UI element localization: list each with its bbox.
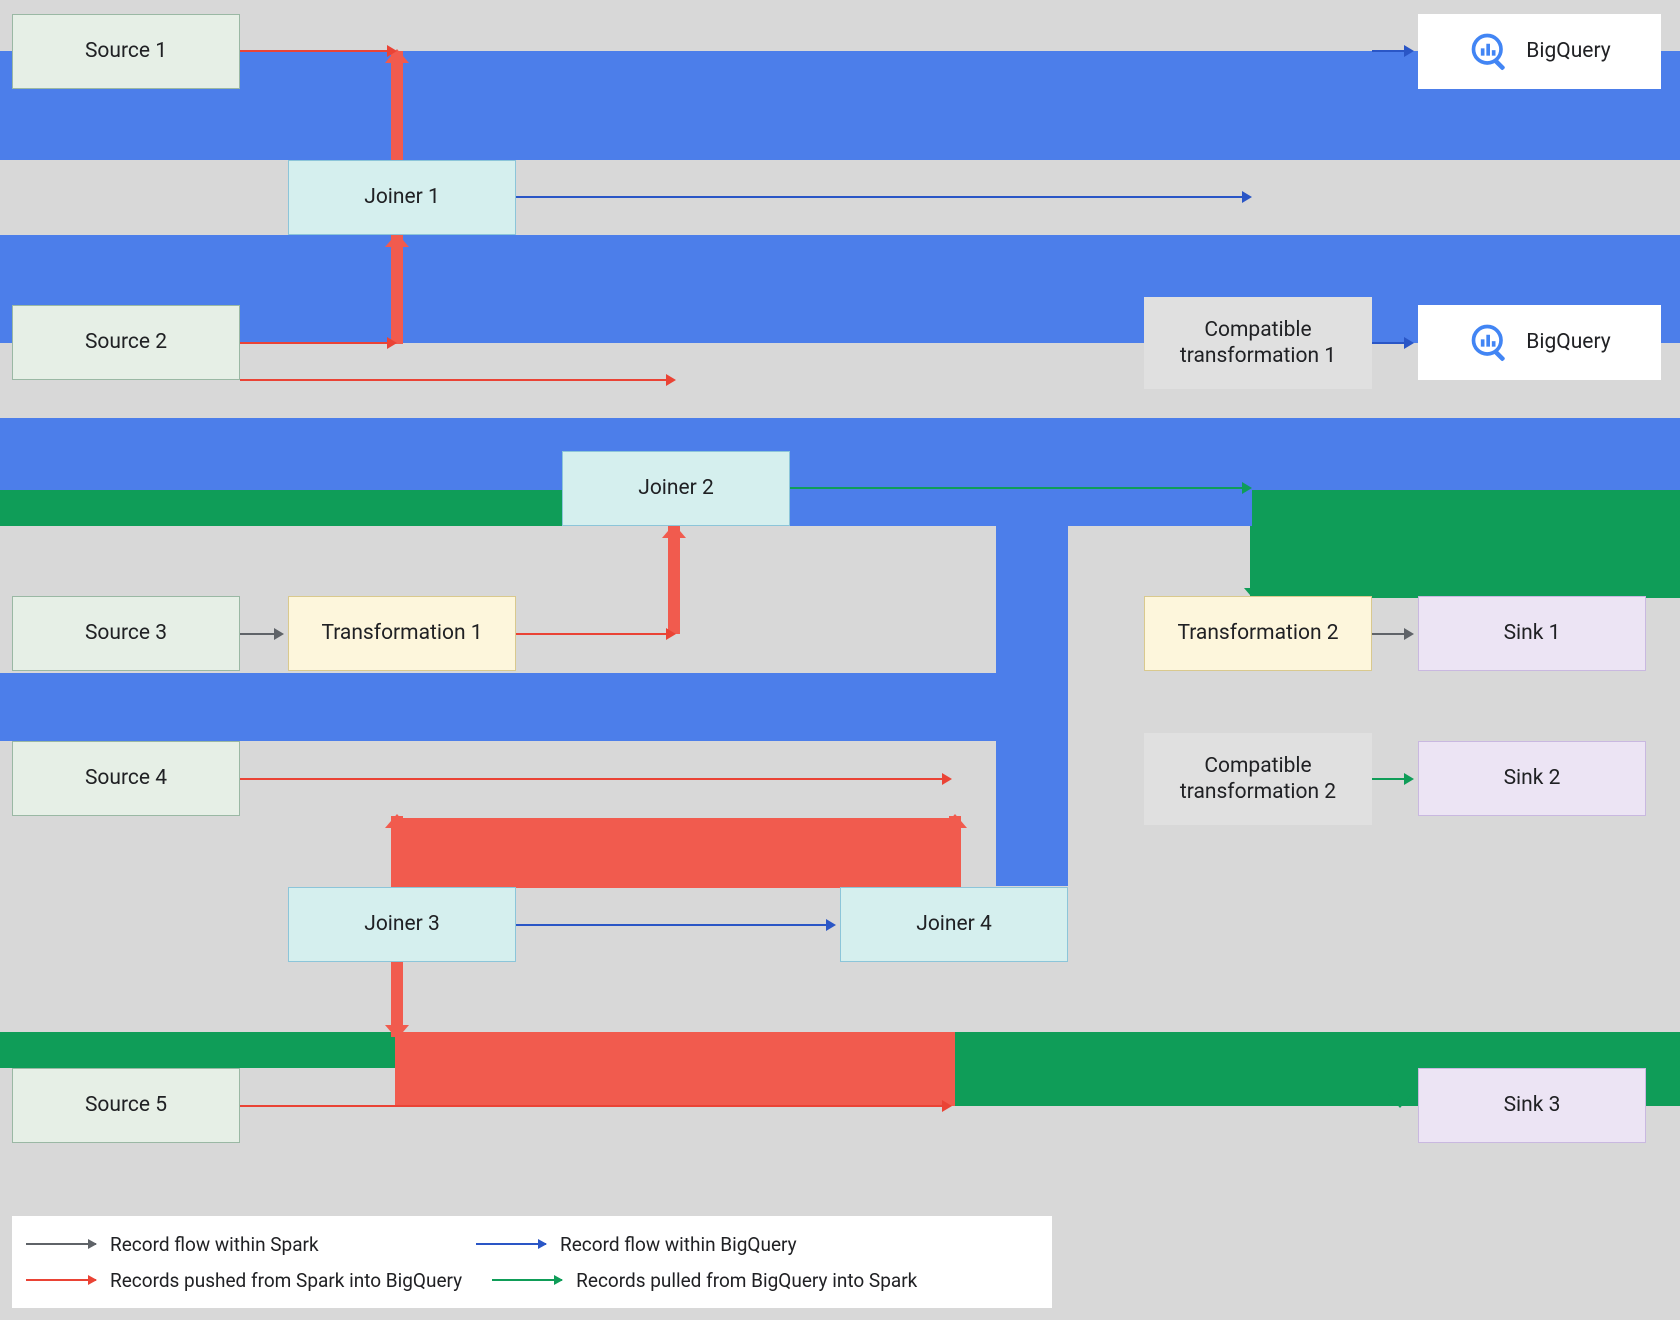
- node-compat2: Compatible transformation 2: [1144, 733, 1372, 825]
- push-connector: [391, 51, 403, 160]
- push-connector: [391, 235, 403, 344]
- node-trans1: Transformation 1: [288, 596, 516, 671]
- box-label: Source 3: [85, 620, 167, 646]
- legend-label: Record flow within BigQuery: [560, 1233, 797, 1256]
- node-joiner2: Joiner 2: [562, 451, 790, 526]
- flow-arrow: [1372, 50, 1406, 52]
- flow-arrowhead: [1404, 773, 1414, 785]
- node-trans2: Transformation 2: [1144, 596, 1372, 671]
- legend-item: Records pushed from Spark into BigQuery: [26, 1269, 462, 1292]
- legend-line-icon: [26, 1279, 96, 1281]
- legend-label: Record flow within Spark: [110, 1233, 319, 1256]
- flow-arrowhead: [826, 919, 836, 931]
- node-source3: Source 3: [12, 596, 240, 671]
- box-label: Source 2: [85, 329, 167, 355]
- push-connector: [668, 526, 680, 634]
- legend-item: Record flow within BigQuery: [476, 1233, 896, 1256]
- node-bq1: BigQuery: [1418, 14, 1661, 89]
- node-joiner1: Joiner 1: [288, 160, 516, 235]
- box-label: BigQuery: [1526, 329, 1610, 355]
- push-arrowhead: [385, 233, 409, 247]
- box-label: Joiner 1: [364, 184, 440, 210]
- box-label: Joiner 3: [364, 911, 440, 937]
- bigquery-icon: [1468, 30, 1512, 74]
- legend-line-icon: [476, 1243, 546, 1245]
- pull-region: [0, 1032, 402, 1068]
- bigquery-region: [0, 673, 1068, 741]
- flow-arrow: [1372, 778, 1406, 780]
- flow-arrow: [516, 633, 668, 635]
- node-sink3: Sink 3: [1418, 1068, 1646, 1143]
- node-source4: Source 4: [12, 741, 240, 816]
- flow-arrow: [1372, 633, 1406, 635]
- box-label: BigQuery: [1526, 38, 1610, 64]
- flow-arrowhead: [1404, 337, 1414, 349]
- push-arrowhead: [385, 1025, 409, 1039]
- node-joiner4: Joiner 4: [840, 887, 1068, 962]
- push-arrowhead: [662, 524, 686, 538]
- flow-arrowhead: [942, 773, 952, 785]
- box-label: Compatible transformation 2: [1154, 753, 1362, 806]
- flow-arrowhead: [387, 337, 397, 349]
- push-region: [395, 1032, 955, 1106]
- flow-arrowhead: [274, 628, 284, 640]
- box-label: Transformation 1: [321, 620, 482, 646]
- legend-label: Records pushed from Spark into BigQuery: [110, 1269, 462, 1292]
- box-label: Sink 1: [1504, 620, 1561, 646]
- legend: Record flow within Spark Record flow with…: [12, 1216, 1052, 1308]
- node-bq2: BigQuery: [1418, 305, 1661, 380]
- box-label: Source 5: [85, 1092, 167, 1118]
- node-compat1: Compatible transformation 1: [1144, 297, 1372, 389]
- box-label: Sink 3: [1504, 1092, 1561, 1118]
- flow-arrowhead: [1242, 482, 1252, 494]
- box-label: Joiner 4: [916, 911, 992, 937]
- box-label: Source 1: [85, 38, 167, 64]
- flow-arrow: [240, 778, 944, 780]
- flow-arrow: [240, 1105, 944, 1107]
- box-label: Sink 2: [1504, 765, 1561, 791]
- legend-line-icon: [26, 1243, 96, 1245]
- flow-arrow: [240, 379, 668, 381]
- flow-arrowhead: [387, 45, 397, 57]
- pull-region: [1252, 490, 1680, 598]
- flow-arrowhead: [1242, 191, 1252, 203]
- box-label: Compatible transformation 1: [1154, 317, 1362, 370]
- node-joiner3: Joiner 3: [288, 887, 516, 962]
- legend-line-icon: [492, 1279, 562, 1281]
- push-region: [395, 818, 955, 888]
- flow-arrowhead: [1404, 45, 1414, 57]
- node-source2: Source 2: [12, 305, 240, 380]
- push-arrowhead: [943, 814, 967, 828]
- legend-item: Records pulled from BigQuery into Spark: [492, 1269, 917, 1292]
- flow-arrow: [790, 487, 1244, 489]
- box-label: Joiner 2: [638, 475, 714, 501]
- bigquery-icon: [1468, 321, 1512, 365]
- flow-arrow: [240, 50, 389, 52]
- pull-region: [0, 490, 562, 526]
- legend-label: Records pulled from BigQuery into Spark: [576, 1269, 917, 1292]
- legend-item: Record flow within Spark: [26, 1233, 446, 1256]
- flow-arrow: [240, 342, 389, 344]
- flow-arrowhead: [1404, 628, 1414, 640]
- flow-arrow: [240, 633, 276, 635]
- node-source1: Source 1: [12, 14, 240, 89]
- flow-arrow: [516, 196, 1244, 198]
- node-source5: Source 5: [12, 1068, 240, 1143]
- flow-arrowhead: [942, 1100, 952, 1112]
- box-label: Source 4: [85, 765, 167, 791]
- flow-arrowhead: [666, 374, 676, 386]
- flow-arrowhead: [666, 628, 676, 640]
- bigquery-region: [996, 526, 1068, 886]
- flow-arrow: [516, 924, 828, 926]
- flow-arrow: [1372, 342, 1406, 344]
- box-label: Transformation 2: [1177, 620, 1338, 646]
- pull-arrowhead: [1388, 1094, 1412, 1108]
- node-sink1: Sink 1: [1418, 596, 1646, 671]
- push-arrowhead: [385, 814, 409, 828]
- node-sink2: Sink 2: [1418, 741, 1646, 816]
